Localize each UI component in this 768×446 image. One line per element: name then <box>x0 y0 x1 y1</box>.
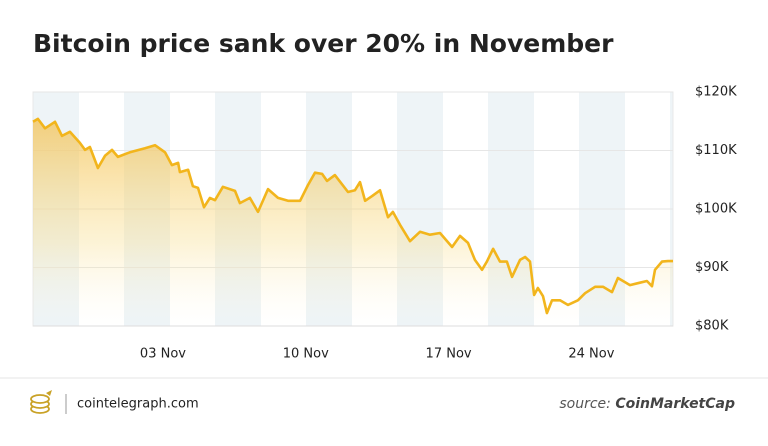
y-tick-label: $90K <box>695 260 729 275</box>
x-tick-label: 24 Nov <box>568 347 614 362</box>
price-line <box>32 117 673 315</box>
x-tick-label: 10 Nov <box>283 347 329 362</box>
y-tick-label: $110K <box>695 143 737 158</box>
x-tick-label: 03 Nov <box>140 347 186 362</box>
y-tick-label: $120K <box>695 85 737 100</box>
source: source: CoinMarketCap <box>559 396 735 412</box>
source-label: source: <box>559 396 611 412</box>
source-name: CoinMarketCap <box>615 396 735 412</box>
y-tick-label: $80K <box>695 319 729 334</box>
area <box>33 118 673 327</box>
y-tick-label: $100K <box>695 202 737 217</box>
logo <box>30 390 52 414</box>
chart-title: Bitcoin price sank over 20% in November <box>33 29 614 58</box>
x-tick-label: 17 Nov <box>426 347 472 362</box>
brand: cointelegraph.com <box>77 397 199 412</box>
